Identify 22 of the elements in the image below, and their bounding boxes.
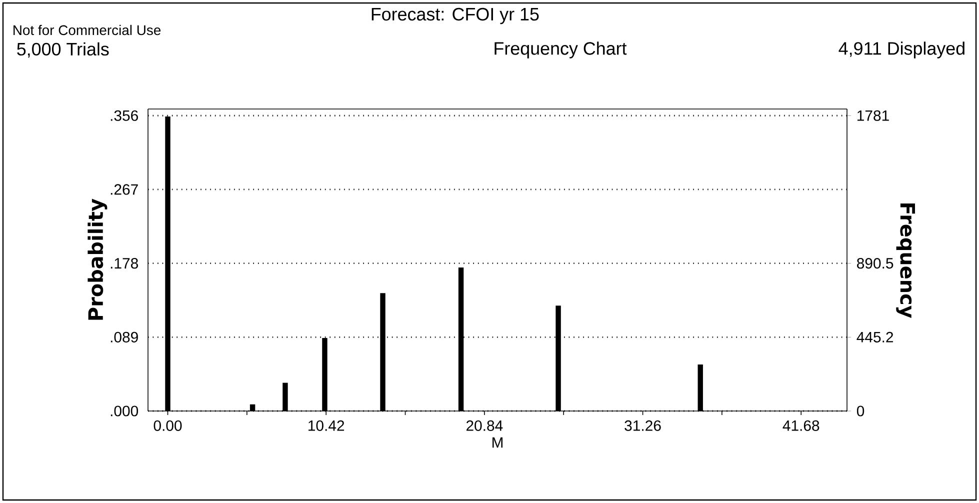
y2-axis-title: Frequency bbox=[896, 204, 915, 318]
y2-tick-label: 1781 bbox=[857, 110, 889, 121]
x-tick-label: 41.68 bbox=[782, 420, 820, 431]
x-tick-label: 20.84 bbox=[466, 420, 503, 431]
y2-tick-label: 890.5 bbox=[857, 258, 894, 269]
y2-tick-label: 0 bbox=[856, 406, 864, 416]
text: 4,911 Displayed bbox=[838, 42, 964, 58]
x-tick-label: 0.00 bbox=[154, 420, 182, 431]
y-tick-label: .267 bbox=[110, 184, 138, 195]
x-axis-title: M bbox=[492, 437, 502, 448]
y-tick-label: .356 bbox=[110, 110, 138, 121]
text: Not for Commercial Use bbox=[14, 24, 161, 36]
chart-title: Forecast: CFOI yr 15 bbox=[372, 8, 539, 24]
x-tick-label: 31.26 bbox=[624, 420, 661, 431]
y-tick-label: .000 bbox=[110, 406, 138, 416]
chart-subtitle: Frequency Chart bbox=[494, 42, 627, 58]
y-axis-title: Probability bbox=[88, 198, 108, 320]
y-tick-label: .089 bbox=[110, 332, 138, 342]
y2-tick-label: 445.2 bbox=[856, 332, 894, 342]
y-tick-label: .178 bbox=[110, 258, 138, 269]
x-tick-label: 10.42 bbox=[308, 420, 344, 431]
text: 5,000 Trials bbox=[17, 42, 109, 58]
